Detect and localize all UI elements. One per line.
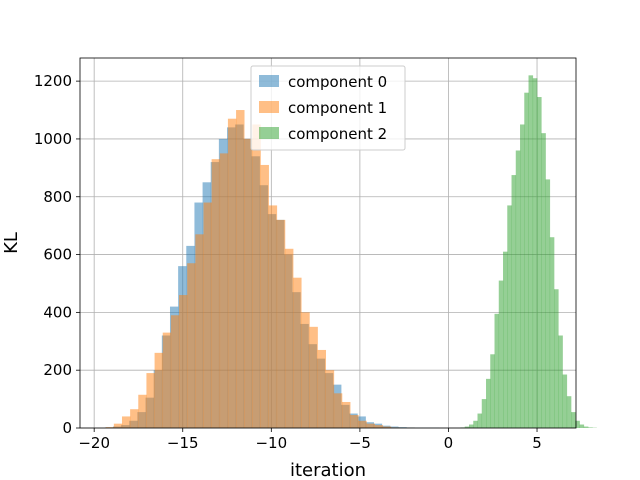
histogram-bar	[366, 423, 375, 428]
tick-labels: −20 −15 −10 −5 0 5 0 200 400 600 800 1000 1200	[34, 72, 542, 452]
histogram-bar	[507, 205, 512, 428]
histogram-bar	[333, 393, 343, 428]
histogram-bar	[203, 202, 212, 428]
histogram-bar	[268, 205, 278, 428]
histogram-bar	[276, 219, 286, 428]
histogram-bar	[503, 251, 508, 428]
histogram-bar	[138, 394, 147, 428]
histogram-bar	[301, 312, 310, 428]
histogram-bar	[309, 326, 318, 428]
histogram-bar	[494, 313, 500, 428]
histogram-bar	[515, 150, 521, 428]
histogram-bar	[528, 75, 534, 428]
histogram-bar	[105, 427, 115, 428]
x-tick-label: 0	[444, 434, 454, 452]
legend: component 0 component 1 component 2	[250, 65, 406, 151]
histogram-bar	[252, 124, 261, 428]
x-tick-label: −15	[167, 434, 199, 452]
x-tick-label: −10	[255, 434, 287, 452]
histogram-bar	[154, 352, 164, 428]
histogram-bar	[293, 277, 302, 428]
y-tick-label: 400	[43, 303, 72, 321]
histogram-bar	[583, 426, 589, 428]
histogram-bar	[113, 423, 123, 428]
legend-swatch	[259, 127, 279, 139]
histogram-bars	[104, 75, 597, 428]
histogram-bar	[382, 426, 392, 428]
histogram-bar	[121, 416, 131, 428]
legend-box	[250, 65, 406, 151]
y-tick-label: 800	[43, 188, 72, 206]
histogram-bar	[398, 427, 407, 428]
y-tick-label: 1000	[34, 130, 72, 148]
histogram-bar	[532, 78, 538, 428]
histogram-bar	[341, 401, 351, 428]
histogram-bar	[244, 138, 253, 428]
histogram-bar	[566, 396, 572, 428]
histogram-bar	[227, 118, 237, 428]
histogram-bar	[571, 412, 576, 428]
x-axis-title: iteration	[290, 460, 366, 480]
histogram-bar	[236, 110, 245, 428]
y-tick-label: 600	[43, 246, 72, 264]
histogram-bar	[579, 424, 585, 428]
histogram-bar	[211, 159, 221, 428]
histogram-bar	[170, 315, 180, 428]
legend-label: component 2	[288, 125, 387, 143]
x-tick-label: −20	[78, 434, 110, 452]
histogram-bar	[195, 234, 204, 428]
axes	[76, 57, 577, 432]
histogram-bar	[575, 420, 580, 428]
histogram-bar	[537, 97, 542, 428]
histogram-bar	[588, 427, 593, 428]
histogram-bar	[358, 420, 367, 428]
histogram-bar	[490, 354, 495, 428]
legend-swatch	[259, 101, 279, 113]
series-2-bars	[460, 75, 597, 428]
legend-swatch	[259, 75, 279, 87]
y-tick-label: 0	[62, 419, 72, 437]
histogram-bar	[146, 373, 155, 428]
histogram-bar	[317, 349, 326, 428]
histogram-bar	[558, 335, 563, 428]
histogram-bar	[325, 370, 335, 428]
histogram-bar	[562, 374, 568, 428]
histogram-bar	[473, 420, 478, 428]
histogram-bar	[350, 414, 359, 428]
histogram-bar	[162, 332, 172, 428]
histogram-bar	[545, 179, 551, 428]
legend-label: component 0	[288, 73, 387, 91]
histogram-bar	[481, 399, 487, 428]
histogram-bar	[219, 153, 229, 428]
histogram-bar	[524, 92, 529, 428]
histogram-bar	[284, 248, 294, 428]
plot-frame	[79, 57, 577, 429]
x-tick-label: 5	[532, 434, 542, 452]
histogram-bar	[511, 175, 517, 428]
histogram-bar	[179, 295, 188, 428]
histogram-bar	[390, 426, 399, 428]
x-tick-label: −5	[349, 434, 371, 452]
histogram-bar	[486, 378, 491, 428]
histogram-bar	[520, 124, 525, 428]
histogram-bar	[469, 424, 474, 428]
histogram-bar	[187, 263, 196, 428]
y-axis-title: KL	[1, 232, 22, 254]
histogram-bar	[374, 425, 384, 428]
histogram-bar	[477, 413, 483, 428]
y-tick-label: 200	[43, 361, 72, 379]
histogram-bar	[554, 289, 559, 428]
histogram-bar	[541, 133, 546, 428]
histogram-bar	[549, 237, 555, 428]
histogram-bar	[260, 164, 269, 428]
series-1-bars	[105, 110, 416, 428]
histogram-bar	[464, 426, 470, 428]
legend-label: component 1	[288, 99, 387, 117]
histogram-bar	[130, 409, 139, 428]
histogram-bar	[498, 280, 504, 428]
y-tick-label: 1200	[34, 72, 72, 90]
